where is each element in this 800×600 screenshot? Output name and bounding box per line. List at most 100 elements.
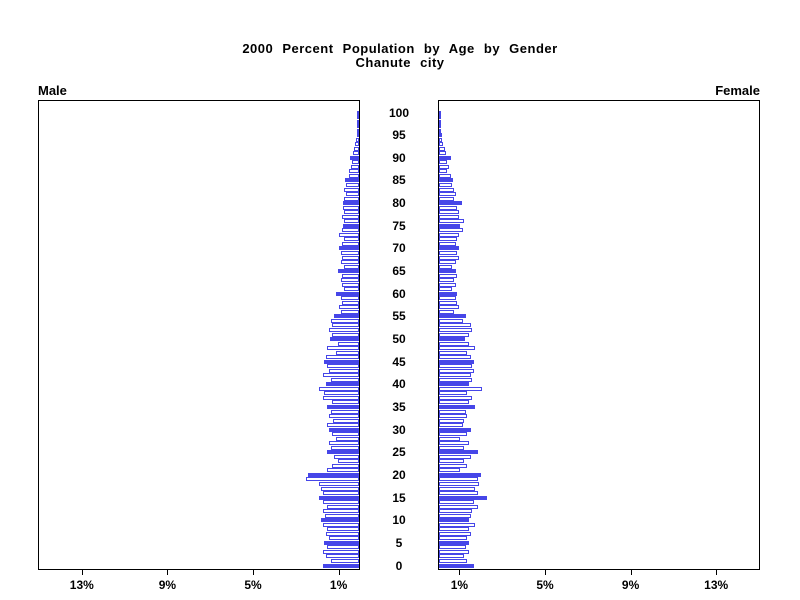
bar-male-age-39 xyxy=(319,386,359,391)
bar-female-age-41 xyxy=(439,377,473,382)
bar-female-age-10 xyxy=(439,518,469,523)
bar-male-age-6 xyxy=(329,536,359,541)
bar-male-age-76 xyxy=(344,219,359,224)
bar-female-age-73 xyxy=(439,232,459,237)
bar-male-age-100 xyxy=(357,110,359,115)
bar-female-age-23 xyxy=(439,459,464,464)
bar-male-age-35 xyxy=(326,404,359,409)
bar-female-age-67 xyxy=(439,260,456,264)
bar-male-age-44 xyxy=(326,364,359,369)
bar-male-age-0 xyxy=(322,563,359,568)
bar-male-age-12 xyxy=(322,509,359,514)
bar-male-age-65 xyxy=(337,269,359,274)
bar-female-age-28 xyxy=(439,436,461,441)
bar-female-age-93 xyxy=(439,142,444,147)
bar-male-age-73 xyxy=(338,232,359,237)
bar-male-age-33 xyxy=(329,414,359,418)
pct-tick-mark xyxy=(167,570,169,575)
bar-male-age-14 xyxy=(322,500,359,505)
bar-female-age-36 xyxy=(439,400,469,405)
age-tick-label-55: 55 xyxy=(392,309,406,324)
pct-tick-mark xyxy=(459,570,461,575)
bar-female-age-92 xyxy=(439,146,445,151)
bar-female-age-8 xyxy=(439,527,469,532)
bar-male-age-97 xyxy=(357,124,359,129)
bar-male-age-66 xyxy=(344,264,359,269)
bar-female-age-80 xyxy=(439,201,462,206)
bar-female-age-29 xyxy=(439,432,467,437)
bar-female-age-5 xyxy=(439,540,469,545)
bar-female-age-50 xyxy=(439,337,465,341)
bar-male-age-16 xyxy=(322,491,359,495)
bar-female-age-17 xyxy=(439,486,476,491)
bar-male-age-69 xyxy=(340,250,359,255)
bar-male-age-54 xyxy=(331,318,359,323)
bar-female-age-86 xyxy=(439,173,451,178)
bar-male-age-75 xyxy=(343,223,359,228)
bar-male-age-40 xyxy=(325,382,359,387)
bar-male-age-72 xyxy=(344,237,359,242)
bar-female-age-9 xyxy=(439,522,476,527)
bar-female-age-27 xyxy=(439,441,469,446)
bar-male-age-38 xyxy=(323,391,359,396)
bar-male-age-74 xyxy=(341,228,359,233)
bar-male-age-86 xyxy=(348,173,359,178)
bar-male-age-88 xyxy=(350,164,359,169)
bar-male-age-21 xyxy=(326,468,359,473)
bar-female-age-90 xyxy=(439,155,451,160)
bar-male-age-53 xyxy=(332,323,359,328)
chart-title: 2000 Percent Population by Age by Gender xyxy=(242,41,558,56)
bar-female-age-49 xyxy=(439,341,469,346)
bar-male-age-42 xyxy=(322,373,359,378)
bar-male-age-37 xyxy=(322,395,359,400)
bar-female-age-76 xyxy=(439,219,464,224)
bar-male-age-51 xyxy=(332,332,359,337)
age-tick-label-30: 30 xyxy=(392,422,406,437)
bar-male-age-59 xyxy=(340,296,359,301)
bar-male-age-36 xyxy=(332,400,359,405)
bar-male-age-19 xyxy=(305,477,359,482)
bar-male-age-17 xyxy=(320,486,359,491)
age-tick-label-80: 80 xyxy=(392,196,406,211)
bar-female-age-82 xyxy=(439,192,456,196)
bar-female-age-88 xyxy=(439,164,450,169)
bar-female-age-54 xyxy=(439,318,463,323)
bar-female-age-74 xyxy=(439,228,463,233)
bar-female-age-46 xyxy=(439,355,472,360)
bar-female-age-14 xyxy=(439,500,475,505)
bar-female-age-24 xyxy=(439,454,472,459)
bar-male-age-78 xyxy=(344,210,359,215)
bar-male-age-60 xyxy=(335,291,359,296)
bar-male-age-47 xyxy=(335,350,359,355)
bar-female-age-87 xyxy=(439,169,448,174)
bar-female-age-16 xyxy=(439,491,478,495)
bar-male-age-67 xyxy=(340,260,359,264)
bar-female-age-15 xyxy=(439,495,488,500)
bar-male-age-3 xyxy=(322,549,359,554)
bar-female-age-3 xyxy=(439,549,469,554)
pct-tick-label-13%: 13% xyxy=(704,578,729,592)
bar-female-age-72 xyxy=(439,237,458,242)
pct-tick-mark xyxy=(716,570,718,575)
bar-female-age-44 xyxy=(439,364,473,369)
bar-female-age-35 xyxy=(439,404,476,409)
bar-female-age-75 xyxy=(439,223,461,228)
bar-female-age-30 xyxy=(439,427,472,432)
bar-male-age-57 xyxy=(338,305,359,310)
bar-female-age-85 xyxy=(439,178,453,183)
male-axis-label: Male xyxy=(38,83,67,98)
bar-female-age-68 xyxy=(439,255,459,260)
bar-female-age-12 xyxy=(439,509,473,514)
age-tick-label-100: 100 xyxy=(388,105,410,120)
age-tick-label-60: 60 xyxy=(392,286,406,301)
bar-male-age-77 xyxy=(341,214,359,219)
bar-male-age-50 xyxy=(330,337,359,341)
age-tick-label-95: 95 xyxy=(392,128,406,143)
bar-male-age-90 xyxy=(350,155,359,160)
bar-female-age-79 xyxy=(439,205,458,210)
bar-female-age-71 xyxy=(439,241,456,246)
bar-male-age-22 xyxy=(332,463,359,468)
pct-tick-label-5%: 5% xyxy=(536,578,554,592)
age-tick-label-5: 5 xyxy=(395,535,403,550)
bar-female-age-55 xyxy=(439,314,466,319)
